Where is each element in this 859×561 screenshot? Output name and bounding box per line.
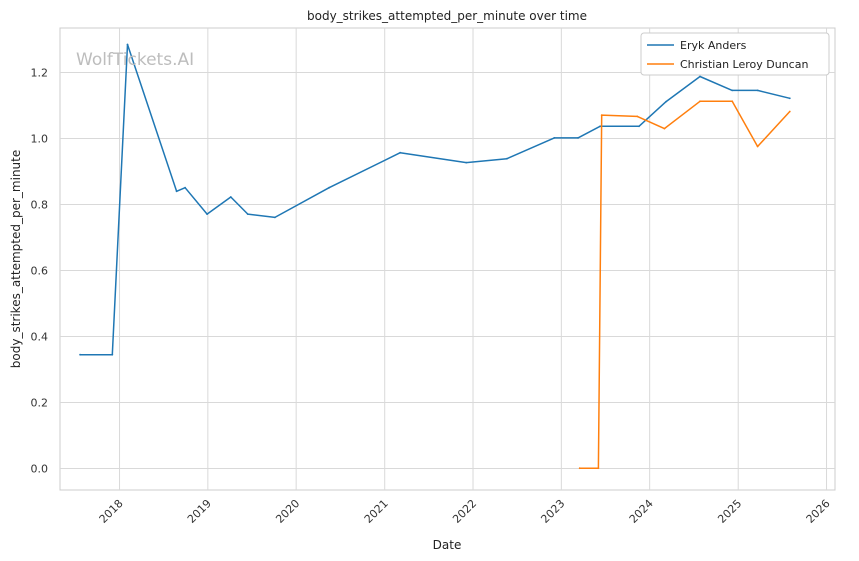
legend-label-christian-leroy-duncan: Christian Leroy Duncan: [680, 58, 808, 71]
data-point-eryk-anders: [756, 89, 759, 92]
data-point-eryk-anders: [229, 196, 232, 198]
data-point-eryk-anders: [506, 157, 508, 160]
x-tick-label: 2019: [185, 497, 214, 526]
legend: Eryk Anders Christian Leroy Duncan: [640, 32, 830, 76]
grid: [60, 28, 835, 490]
plot-background: [59, 27, 836, 491]
x-tick-label: 2021: [362, 497, 391, 526]
y-tick-label: 0.6: [31, 265, 49, 278]
y-tick-label: 1.2: [31, 67, 49, 80]
data-point-eryk-anders: [206, 213, 209, 216]
watermark: WolfTickets.AI: [76, 50, 194, 70]
series-layer: [79, 43, 791, 470]
x-tick-label: 2024: [627, 497, 656, 526]
data-point-eryk-anders: [788, 97, 791, 100]
data-point-eryk-anders: [665, 100, 667, 103]
data-point-christian-leroy-duncan: [636, 115, 639, 118]
legend-label-eryk-anders: Eryk Anders: [680, 39, 747, 52]
x-tick-label: 2022: [450, 497, 479, 526]
data-point-eryk-anders: [184, 186, 187, 189]
data-point-eryk-anders: [699, 75, 701, 78]
x-axis-ticks: 2018 2019 2020 2021 2022 2023 2024 2025 2026: [97, 497, 833, 526]
y-tick-label: 0.4: [31, 331, 49, 344]
x-tick-label: 2020: [273, 497, 302, 526]
chart-title: body_strikes_attempted_per_minute over t…: [307, 9, 587, 23]
data-point-eryk-anders: [79, 353, 81, 356]
data-point-christian-leroy-duncan: [699, 100, 701, 103]
data-point-christian-leroy-duncan: [600, 114, 603, 116]
x-tick-label: 2023: [538, 497, 567, 526]
data-point-eryk-anders: [175, 190, 178, 193]
y-axis-label: body_strikes_attempted_per_minute: [9, 150, 23, 368]
x-tick-label: 2018: [97, 497, 126, 526]
data-point-eryk-anders: [126, 43, 129, 46]
data-point-christian-leroy-duncan: [597, 467, 600, 470]
data-point-eryk-anders: [638, 125, 640, 128]
data-point-eryk-anders: [465, 161, 468, 164]
y-tick-label: 0.2: [31, 397, 49, 410]
data-point-eryk-anders: [731, 89, 734, 92]
data-point-christian-leroy-duncan: [788, 110, 791, 113]
data-point-christian-leroy-duncan: [663, 127, 666, 130]
data-point-christian-leroy-duncan: [578, 467, 581, 470]
y-tick-label: 1.0: [31, 133, 49, 146]
series-line-eryk-anders: [80, 43, 790, 356]
data-point-christian-leroy-duncan: [756, 145, 759, 148]
y-tick-label: 0.8: [31, 199, 49, 212]
data-point-eryk-anders: [599, 125, 601, 128]
data-point-christian-leroy-duncan: [731, 100, 734, 103]
legend-box: [640, 32, 830, 76]
data-point-eryk-anders: [553, 137, 556, 139]
data-point-eryk-anders: [577, 137, 579, 139]
data-point-eryk-anders: [328, 186, 330, 189]
x-axis-label: Date: [433, 538, 462, 552]
data-point-eryk-anders: [111, 353, 114, 356]
data-point-eryk-anders: [246, 213, 249, 216]
x-tick-label: 2026: [804, 497, 833, 526]
data-point-eryk-anders: [399, 151, 402, 154]
data-point-eryk-anders: [274, 216, 276, 219]
x-tick-label: 2025: [715, 497, 744, 526]
y-axis-ticks: 0.0 0.2 0.4 0.6 0.8 1.0 1.2: [31, 67, 49, 476]
y-tick-label: 0.0: [31, 463, 49, 476]
